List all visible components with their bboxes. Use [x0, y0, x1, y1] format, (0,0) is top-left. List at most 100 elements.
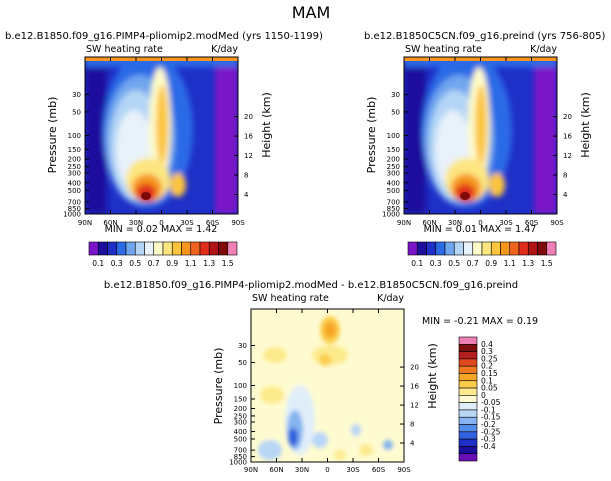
- x-tick-label: 30S: [180, 219, 194, 227]
- figure-title: MAM: [292, 3, 331, 22]
- y-tick-label: 850: [68, 205, 81, 213]
- colorbar-swatch: [500, 241, 511, 256]
- x-tick-label: 30N: [448, 219, 462, 227]
- colorbar-swatch: [453, 241, 464, 256]
- panel-2-min-max: MIN = 0.01 MAX = 1.47: [424, 224, 537, 235]
- x-tick-label: 60N: [269, 466, 283, 474]
- colorbar-swatch: [518, 241, 529, 256]
- colorbar-swatch: [181, 241, 192, 256]
- y-tick-right-label: 8: [244, 172, 248, 180]
- colorbar-swatch: [426, 241, 437, 256]
- colorbar-swatch: [125, 241, 136, 256]
- panel-3-subtitle-right: K/day: [377, 293, 404, 304]
- panel-2: b.e12.B1850C5CN.f09_g16.preind (yrs 756-…: [364, 31, 606, 235]
- panel-2-subtitle-left: SW heating rate: [405, 44, 482, 55]
- colorbar-label: -0.3: [481, 435, 496, 444]
- y-tick-label: 500: [68, 187, 81, 195]
- colorbar-swatch: [444, 241, 455, 256]
- panel-3-plot-field: [251, 309, 404, 462]
- colorbar-swatch: [144, 241, 155, 256]
- y-tick-label: 250: [387, 163, 400, 171]
- colorbar-swatch: [458, 424, 478, 433]
- colorbar-swatch: [134, 241, 145, 256]
- colorbar-label: 1.1: [185, 259, 197, 268]
- y-tick-label: 700: [234, 447, 247, 455]
- y-tick-right-label: 4: [410, 440, 415, 448]
- colorbar-label: 0: [481, 391, 486, 400]
- x-tick-label: 90N: [78, 219, 92, 227]
- colorbar-swatch: [537, 241, 548, 256]
- y-tick-label: 100: [68, 132, 81, 140]
- y-tick-label: 850: [234, 453, 247, 461]
- panel-2-subtitle-right: K/day: [530, 44, 557, 55]
- y-tick-right-label: 8: [410, 421, 414, 429]
- colorbar-label: 0.2: [481, 362, 493, 371]
- colorbar-swatch: [458, 409, 478, 418]
- colorbar-label: 1.1: [504, 259, 516, 268]
- colorbar-swatch: [218, 241, 229, 256]
- colorbar-label: 0.7: [467, 259, 479, 268]
- x-tick-label: 90N: [397, 219, 411, 227]
- colorbar-label: 1.5: [222, 259, 234, 268]
- colorbar-swatch: [546, 241, 557, 256]
- colorbar-swatch: [107, 241, 118, 256]
- y-tick-right-label: 4: [563, 191, 568, 199]
- colorbar-label: 0.05: [481, 384, 498, 393]
- y-tick-right-label: 20: [563, 113, 572, 121]
- y-tick-label: 50: [72, 108, 81, 116]
- colorbar-swatch: [463, 241, 474, 256]
- x-tick-label: 30N: [129, 219, 143, 227]
- colorbar-label: -0.15: [481, 413, 501, 422]
- x-tick-label: 30N: [295, 466, 309, 474]
- y-tick-label: 150: [387, 146, 400, 154]
- x-tick-label: 90N: [244, 466, 258, 474]
- panel-3-title: b.e12.B1850.f09_g16.PIMP4-pliomip2.modMe…: [104, 280, 518, 291]
- panel-1-subtitle-right: K/day: [211, 44, 238, 55]
- colorbar-swatch: [458, 395, 478, 403]
- panel-2-title: b.e12.B1850C5CN.f09_g16.preind (yrs 756-…: [364, 31, 606, 42]
- colorbar-swatch: [162, 241, 173, 256]
- colorbar-swatch: [171, 241, 182, 256]
- colorbar-3: 0.40.30.250.20.150.10.050-0.05-0.1-0.15-…: [458, 336, 501, 462]
- y-tick-label: 300: [68, 169, 81, 177]
- y-tick-label: 100: [234, 382, 247, 390]
- colorbar-label: 0.25: [481, 354, 498, 363]
- y-tick-right-label: 20: [410, 364, 419, 372]
- y-tick-right-label: 4: [244, 191, 249, 199]
- x-tick-label: 60S: [206, 219, 220, 227]
- colorbar-label: -0.2: [481, 420, 496, 429]
- colorbar-swatch: [458, 438, 478, 447]
- panel-2-plot-field: [404, 57, 557, 214]
- colorbar-label: 0.3: [111, 259, 123, 268]
- colorbar-swatch: [153, 241, 164, 256]
- colorbar-label: 0.9: [166, 259, 178, 268]
- y-tick-label: 250: [68, 163, 81, 171]
- x-tick-label: 90S: [397, 466, 411, 474]
- colorbar-label: 1.3: [522, 259, 534, 268]
- colorbar-label: 0.1: [92, 259, 104, 268]
- x-tick-label: 0: [478, 219, 482, 227]
- colorbar-swatch: [97, 241, 108, 256]
- x-tick-label: 30S: [499, 219, 513, 227]
- colorbar-swatch: [208, 241, 219, 256]
- y-tick-label: 500: [234, 435, 247, 443]
- panel-1: b.e12.B1850.f09_g16.PIMP4-pliomip2.modMe…: [5, 31, 323, 235]
- y-tick-right-label: 20: [244, 113, 253, 121]
- colorbar-swatch: [458, 416, 478, 425]
- x-tick-label: 60N: [422, 219, 436, 227]
- colorbar-swatch: [490, 241, 501, 256]
- colorbar-label: 0.1: [411, 259, 423, 268]
- colorbar-swatch: [458, 387, 478, 396]
- x-tick-label: 0: [159, 219, 163, 227]
- y-tick-label: 1000: [229, 459, 247, 467]
- colorbar-swatch: [458, 446, 478, 455]
- x-tick-label: 60N: [103, 219, 117, 227]
- panel-1-plot-field: [85, 57, 238, 214]
- y-tick-label: 50: [238, 359, 247, 367]
- colorbar-swatch: [227, 241, 238, 256]
- colorbar-swatch: [407, 241, 418, 256]
- x-tick-label: 90S: [231, 219, 245, 227]
- colorbar-swatch: [458, 351, 478, 360]
- x-tick-label: 60S: [525, 219, 539, 227]
